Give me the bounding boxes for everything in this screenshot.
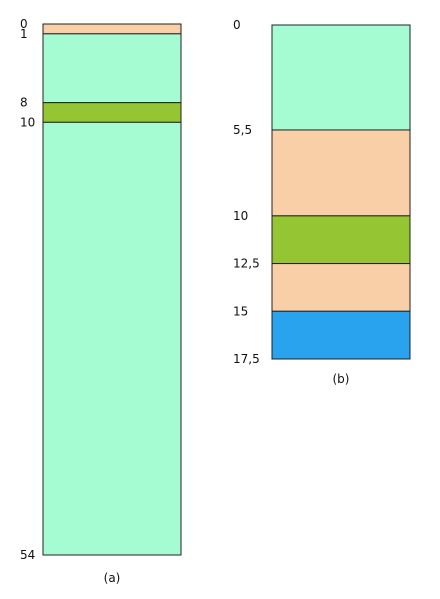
column-b-layer-1 bbox=[271, 129, 411, 217]
column-a-layer-3 bbox=[42, 121, 182, 556]
column-a-layer-1 bbox=[42, 33, 182, 104]
column-b-depth-label: 0 bbox=[233, 18, 241, 32]
column-b-depth-label: 12,5 bbox=[233, 257, 260, 271]
column-a-depth-labels: 01 8 10 54 bbox=[20, 17, 35, 562]
column-a-depth-label: 10 bbox=[20, 115, 35, 129]
column-a-depth-label: 0 bbox=[20, 17, 28, 31]
column-b-layer-3 bbox=[271, 263, 411, 312]
column-b-depth-label: 15 bbox=[233, 304, 248, 318]
column-b-layer-4 bbox=[271, 310, 411, 360]
column-b-layers bbox=[271, 24, 411, 360]
column-b-depth-labels: 0 5,5 10 12,5 15 17,5 bbox=[233, 18, 260, 366]
column-a-layer-2 bbox=[42, 102, 182, 123]
column-b-depth-label: 17,5 bbox=[233, 352, 260, 366]
column-b-layer-0 bbox=[271, 24, 411, 131]
column-b-caption: (b) bbox=[333, 372, 350, 386]
column-b-layer-2 bbox=[271, 215, 411, 265]
column-a-depth-label: 1 bbox=[20, 27, 28, 41]
column-b-depth-label: 10 bbox=[233, 209, 248, 223]
column-a: 01 8 10 54 (a) bbox=[20, 17, 182, 585]
column-b: 0 5,5 10 12,5 15 17,5 (b) bbox=[233, 18, 411, 386]
column-a-depth-label: 54 bbox=[20, 548, 35, 562]
column-b-depth-label: 5,5 bbox=[233, 123, 252, 137]
column-a-caption: (a) bbox=[104, 571, 121, 585]
column-a-depth-label: 8 bbox=[20, 96, 28, 110]
column-a-layer-0 bbox=[42, 23, 182, 35]
column-a-layers bbox=[42, 23, 182, 556]
